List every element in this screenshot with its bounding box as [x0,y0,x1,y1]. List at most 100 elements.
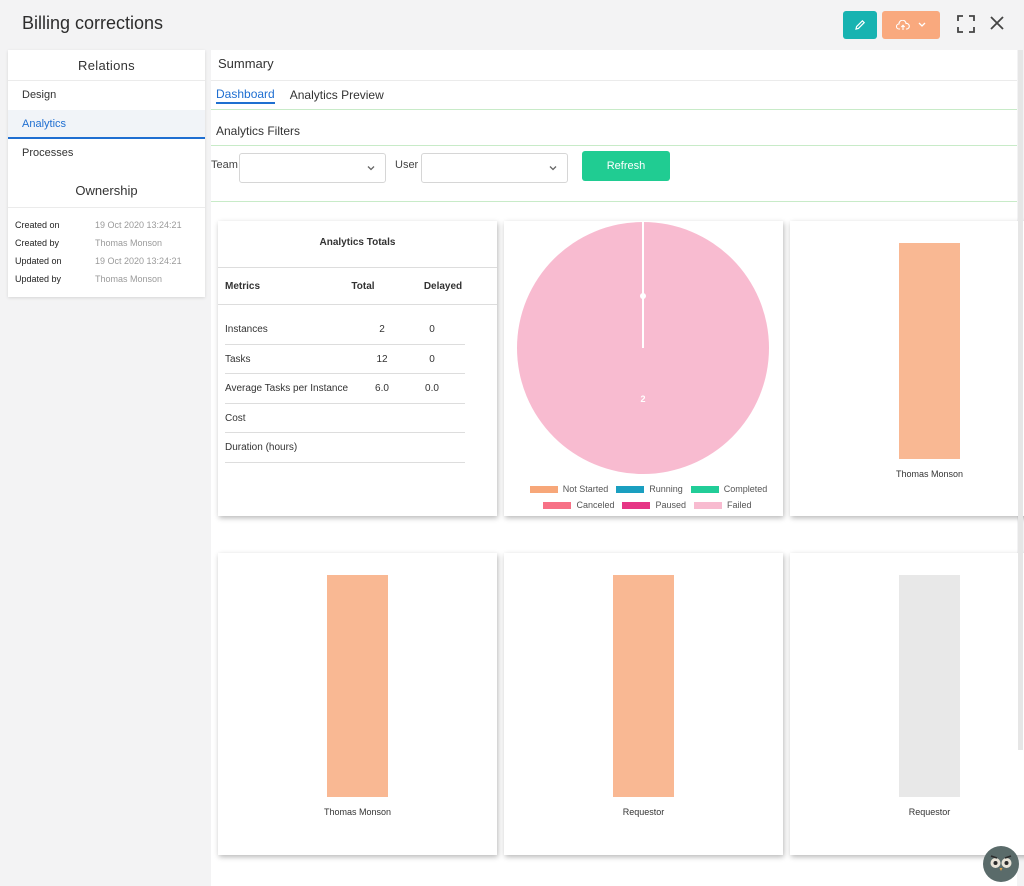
metric-delayed [401,404,463,433]
status-pie-card: 2 Not Started Running Completed Canceled Pau… [504,221,783,516]
ownership-key: Created by [15,238,60,248]
bar-chart [899,575,960,797]
legend-row: Canceled Paused Failed [504,497,783,513]
ownership-key: Created on [15,220,60,230]
relations-heading: Relations [8,50,205,81]
team-select[interactable] [239,153,386,183]
legend-item[interactable]: Running [616,484,683,494]
legend-swatch [616,485,645,493]
table-row: Instances 2 0 [225,315,465,345]
table-row: Cost [225,404,465,433]
metric-total [363,404,401,433]
legend-swatch [694,501,723,509]
legend-swatch [622,501,651,509]
avatar[interactable] [983,846,1019,882]
summary-heading: Summary [211,50,1017,81]
filter-row: Team User Refresh [211,146,1017,202]
ownership-key: Updated by [15,274,62,284]
bar-chart [899,243,960,459]
legend-item[interactable]: Canceled [543,500,614,510]
tab-analytics-preview[interactable]: Analytics Preview [289,87,384,102]
relations-panel: Relations Design Analytics Processes Own… [8,50,205,297]
legend-item[interactable]: Completed [690,484,768,494]
ownership-value: Thomas Monson [95,238,163,248]
ownership-key: Updated on [15,256,62,266]
cloud-upload-button[interactable] [882,11,940,39]
bar-chart-card: Thomas Monson [218,553,497,855]
legend-item[interactable]: Failed [694,500,752,510]
relation-item-design[interactable]: Design [22,89,57,101]
bar-chart-card: Requestor [790,553,1024,855]
metric-delayed [401,433,463,462]
ownership-row: Created by Thomas Monson [8,234,205,252]
scrollbar[interactable] [1018,50,1023,750]
refresh-button[interactable]: Refresh [582,151,670,181]
metric-name: Cost [225,412,246,424]
ownership-row: Updated by Thomas Monson [8,270,205,288]
metric-name: Instances [225,324,268,335]
legend-label: Not Started [562,484,609,494]
edit-button[interactable] [843,11,877,39]
bar-chart [327,575,388,797]
totals-col-metrics: Metrics [225,281,261,292]
bar-category-label: Thomas Monson [323,807,392,817]
user-select[interactable] [421,153,568,183]
bar-thomas-monson[interactable] [899,243,960,459]
team-label: Team [211,159,238,171]
metric-total [363,433,401,462]
relation-item-analytics[interactable]: Analytics [8,110,205,139]
status-pie-chart: 2 [517,222,769,474]
legend-swatch [543,501,572,509]
totals-header-row: Metrics Total Delayed [218,268,497,305]
analytics-filters-heading: Analytics Filters [211,110,1017,146]
metric-total: 12 [376,353,388,365]
chevron-down-icon [549,166,557,171]
tab-dashboard[interactable]: Dashboard [216,87,275,104]
bar-requestor[interactable] [899,575,960,797]
totals-col-delayed: Delayed [423,281,463,292]
legend-label: Canceled [576,500,615,510]
cloud-upload-icon [896,19,910,30]
legend-row: Not Started Running Completed [504,481,783,497]
metric-name: Average Tasks per Instance [225,383,349,394]
fullscreen-icon[interactable] [957,15,975,33]
pie-legend: Not Started Running Completed Canceled Pause… [504,481,783,516]
legend-label: Failed [727,500,752,510]
legend-swatch [529,485,558,493]
metric-total: 6.0 [375,383,389,394]
legend-label: Completed [723,484,768,494]
pencil-icon [855,19,866,30]
bar-chart [613,575,674,797]
ownership-row: Updated on 19 Oct 2020 13:24:21 [8,252,205,270]
tab-bar: Dashboard Analytics Preview [211,81,1017,110]
bar-category-label: Requestor [908,807,951,817]
pie-data-label: 2 [640,394,645,404]
bar-requestor[interactable] [613,575,674,797]
pie-marker-dot [640,293,646,299]
ownership-row: Created on 19 Oct 2020 13:24:21 [8,216,205,234]
totals-col-total: Total [351,281,375,292]
window-header: Billing corrections [0,0,1024,48]
close-icon[interactable] [989,15,1005,31]
analytics-totals-title: Analytics Totals [218,221,497,268]
metric-name: Tasks [225,353,251,365]
bar-category-label: Requestor [622,807,665,817]
metric-delayed: 0.0 [425,383,439,394]
bar-chart-card: Thomas Monson [790,221,1024,516]
ownership-value: Thomas Monson [95,274,163,284]
metric-delayed: 0 [429,324,435,335]
legend-item[interactable]: Not Started [529,484,609,494]
bar-thomas-monson[interactable] [327,575,388,797]
relation-item-processes[interactable]: Processes [22,147,74,159]
metric-delayed: 0 [429,353,435,365]
metric-name: Duration (hours) [225,442,298,453]
page-title: Billing corrections [22,13,164,33]
legend-item[interactable]: Paused [622,500,686,510]
bar-chart-card: Requestor [504,553,783,855]
ownership-value: 19 Oct 2020 13:24:21 [95,256,182,266]
ownership-value: 19 Oct 2020 13:24:21 [95,220,182,230]
table-row: Average Tasks per Instance 6.0 0.0 [225,374,465,404]
ownership-heading: Ownership [8,178,205,208]
table-row: Duration (hours) [225,433,465,463]
table-row: Tasks 12 0 [225,345,465,374]
